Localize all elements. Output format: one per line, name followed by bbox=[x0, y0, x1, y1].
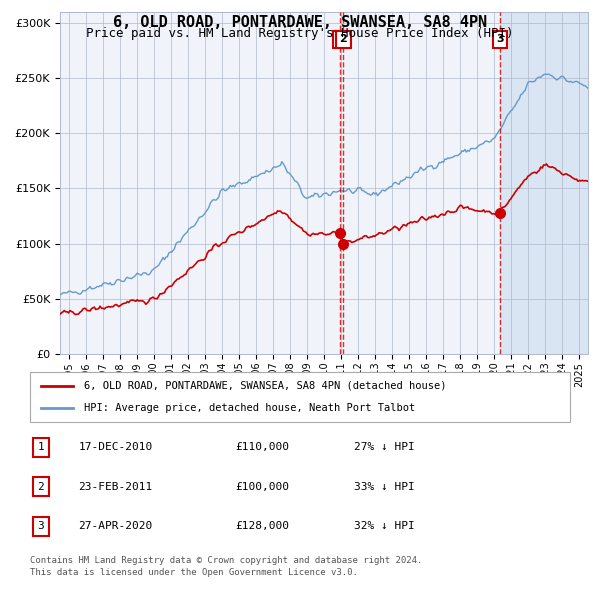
Text: 3: 3 bbox=[496, 34, 503, 44]
Bar bbox=[500, 12, 588, 354]
Text: 1: 1 bbox=[37, 442, 44, 452]
FancyBboxPatch shape bbox=[30, 372, 570, 422]
Text: 32% ↓ HPI: 32% ↓ HPI bbox=[354, 522, 415, 532]
Text: 27% ↓ HPI: 27% ↓ HPI bbox=[354, 442, 415, 452]
Text: 2: 2 bbox=[340, 34, 347, 44]
Text: Price paid vs. HM Land Registry's House Price Index (HPI): Price paid vs. HM Land Registry's House … bbox=[86, 27, 514, 40]
Text: £128,000: £128,000 bbox=[235, 522, 289, 532]
Text: 6, OLD ROAD, PONTARDAWE, SWANSEA, SA8 4PN (detached house): 6, OLD ROAD, PONTARDAWE, SWANSEA, SA8 4P… bbox=[84, 381, 446, 391]
Text: 27-APR-2020: 27-APR-2020 bbox=[79, 522, 153, 532]
Text: 1: 1 bbox=[337, 34, 344, 44]
Text: 2: 2 bbox=[37, 482, 44, 491]
Text: £100,000: £100,000 bbox=[235, 482, 289, 491]
Text: Contains HM Land Registry data © Crown copyright and database right 2024.: Contains HM Land Registry data © Crown c… bbox=[30, 556, 422, 565]
Text: 33% ↓ HPI: 33% ↓ HPI bbox=[354, 482, 415, 491]
Text: 6, OLD ROAD, PONTARDAWE, SWANSEA, SA8 4PN: 6, OLD ROAD, PONTARDAWE, SWANSEA, SA8 4P… bbox=[113, 15, 487, 30]
Text: HPI: Average price, detached house, Neath Port Talbot: HPI: Average price, detached house, Neat… bbox=[84, 403, 415, 413]
Text: £110,000: £110,000 bbox=[235, 442, 289, 452]
Text: 17-DEC-2010: 17-DEC-2010 bbox=[79, 442, 153, 452]
Text: 23-FEB-2011: 23-FEB-2011 bbox=[79, 482, 153, 491]
Bar bbox=[500, 12, 588, 354]
Text: 3: 3 bbox=[37, 522, 44, 532]
Text: This data is licensed under the Open Government Licence v3.0.: This data is licensed under the Open Gov… bbox=[30, 568, 358, 577]
